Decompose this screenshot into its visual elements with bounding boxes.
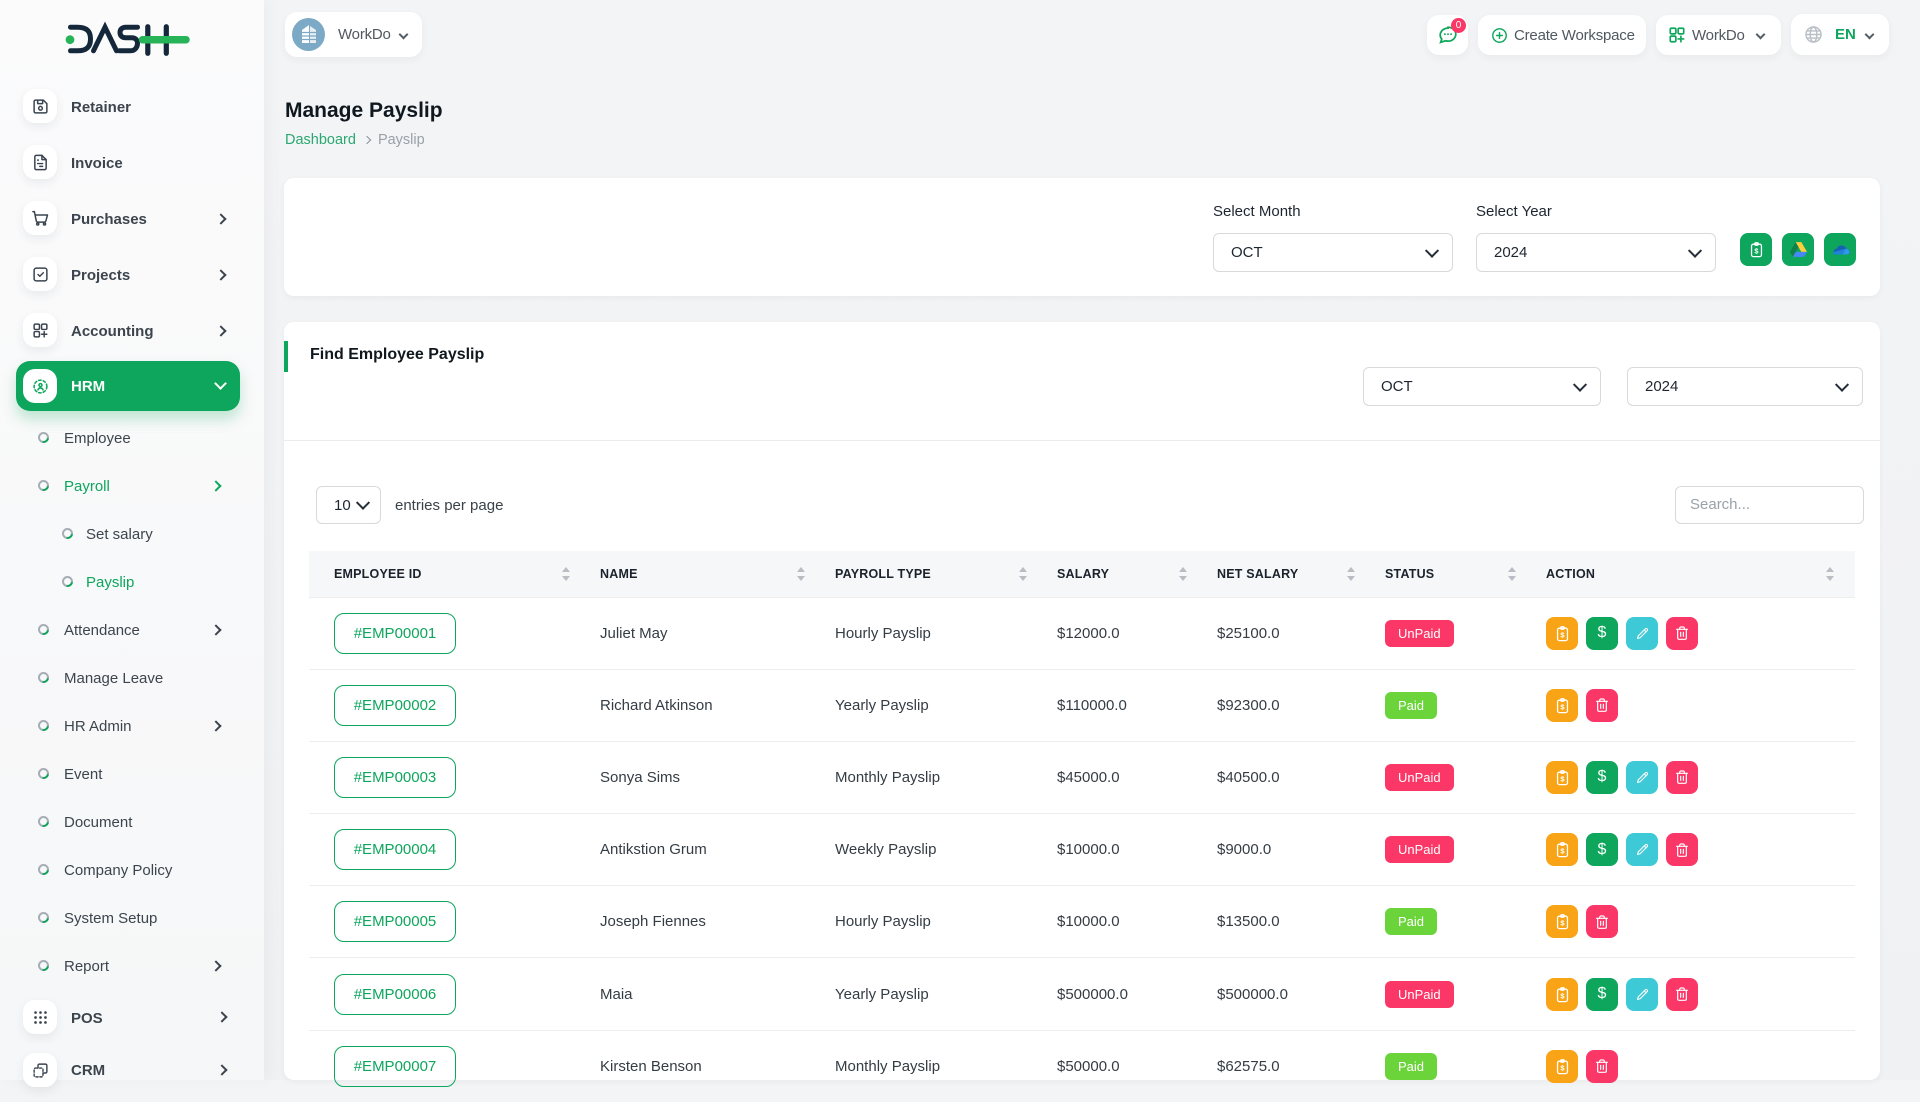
svg-text:$: $: [1754, 246, 1759, 255]
